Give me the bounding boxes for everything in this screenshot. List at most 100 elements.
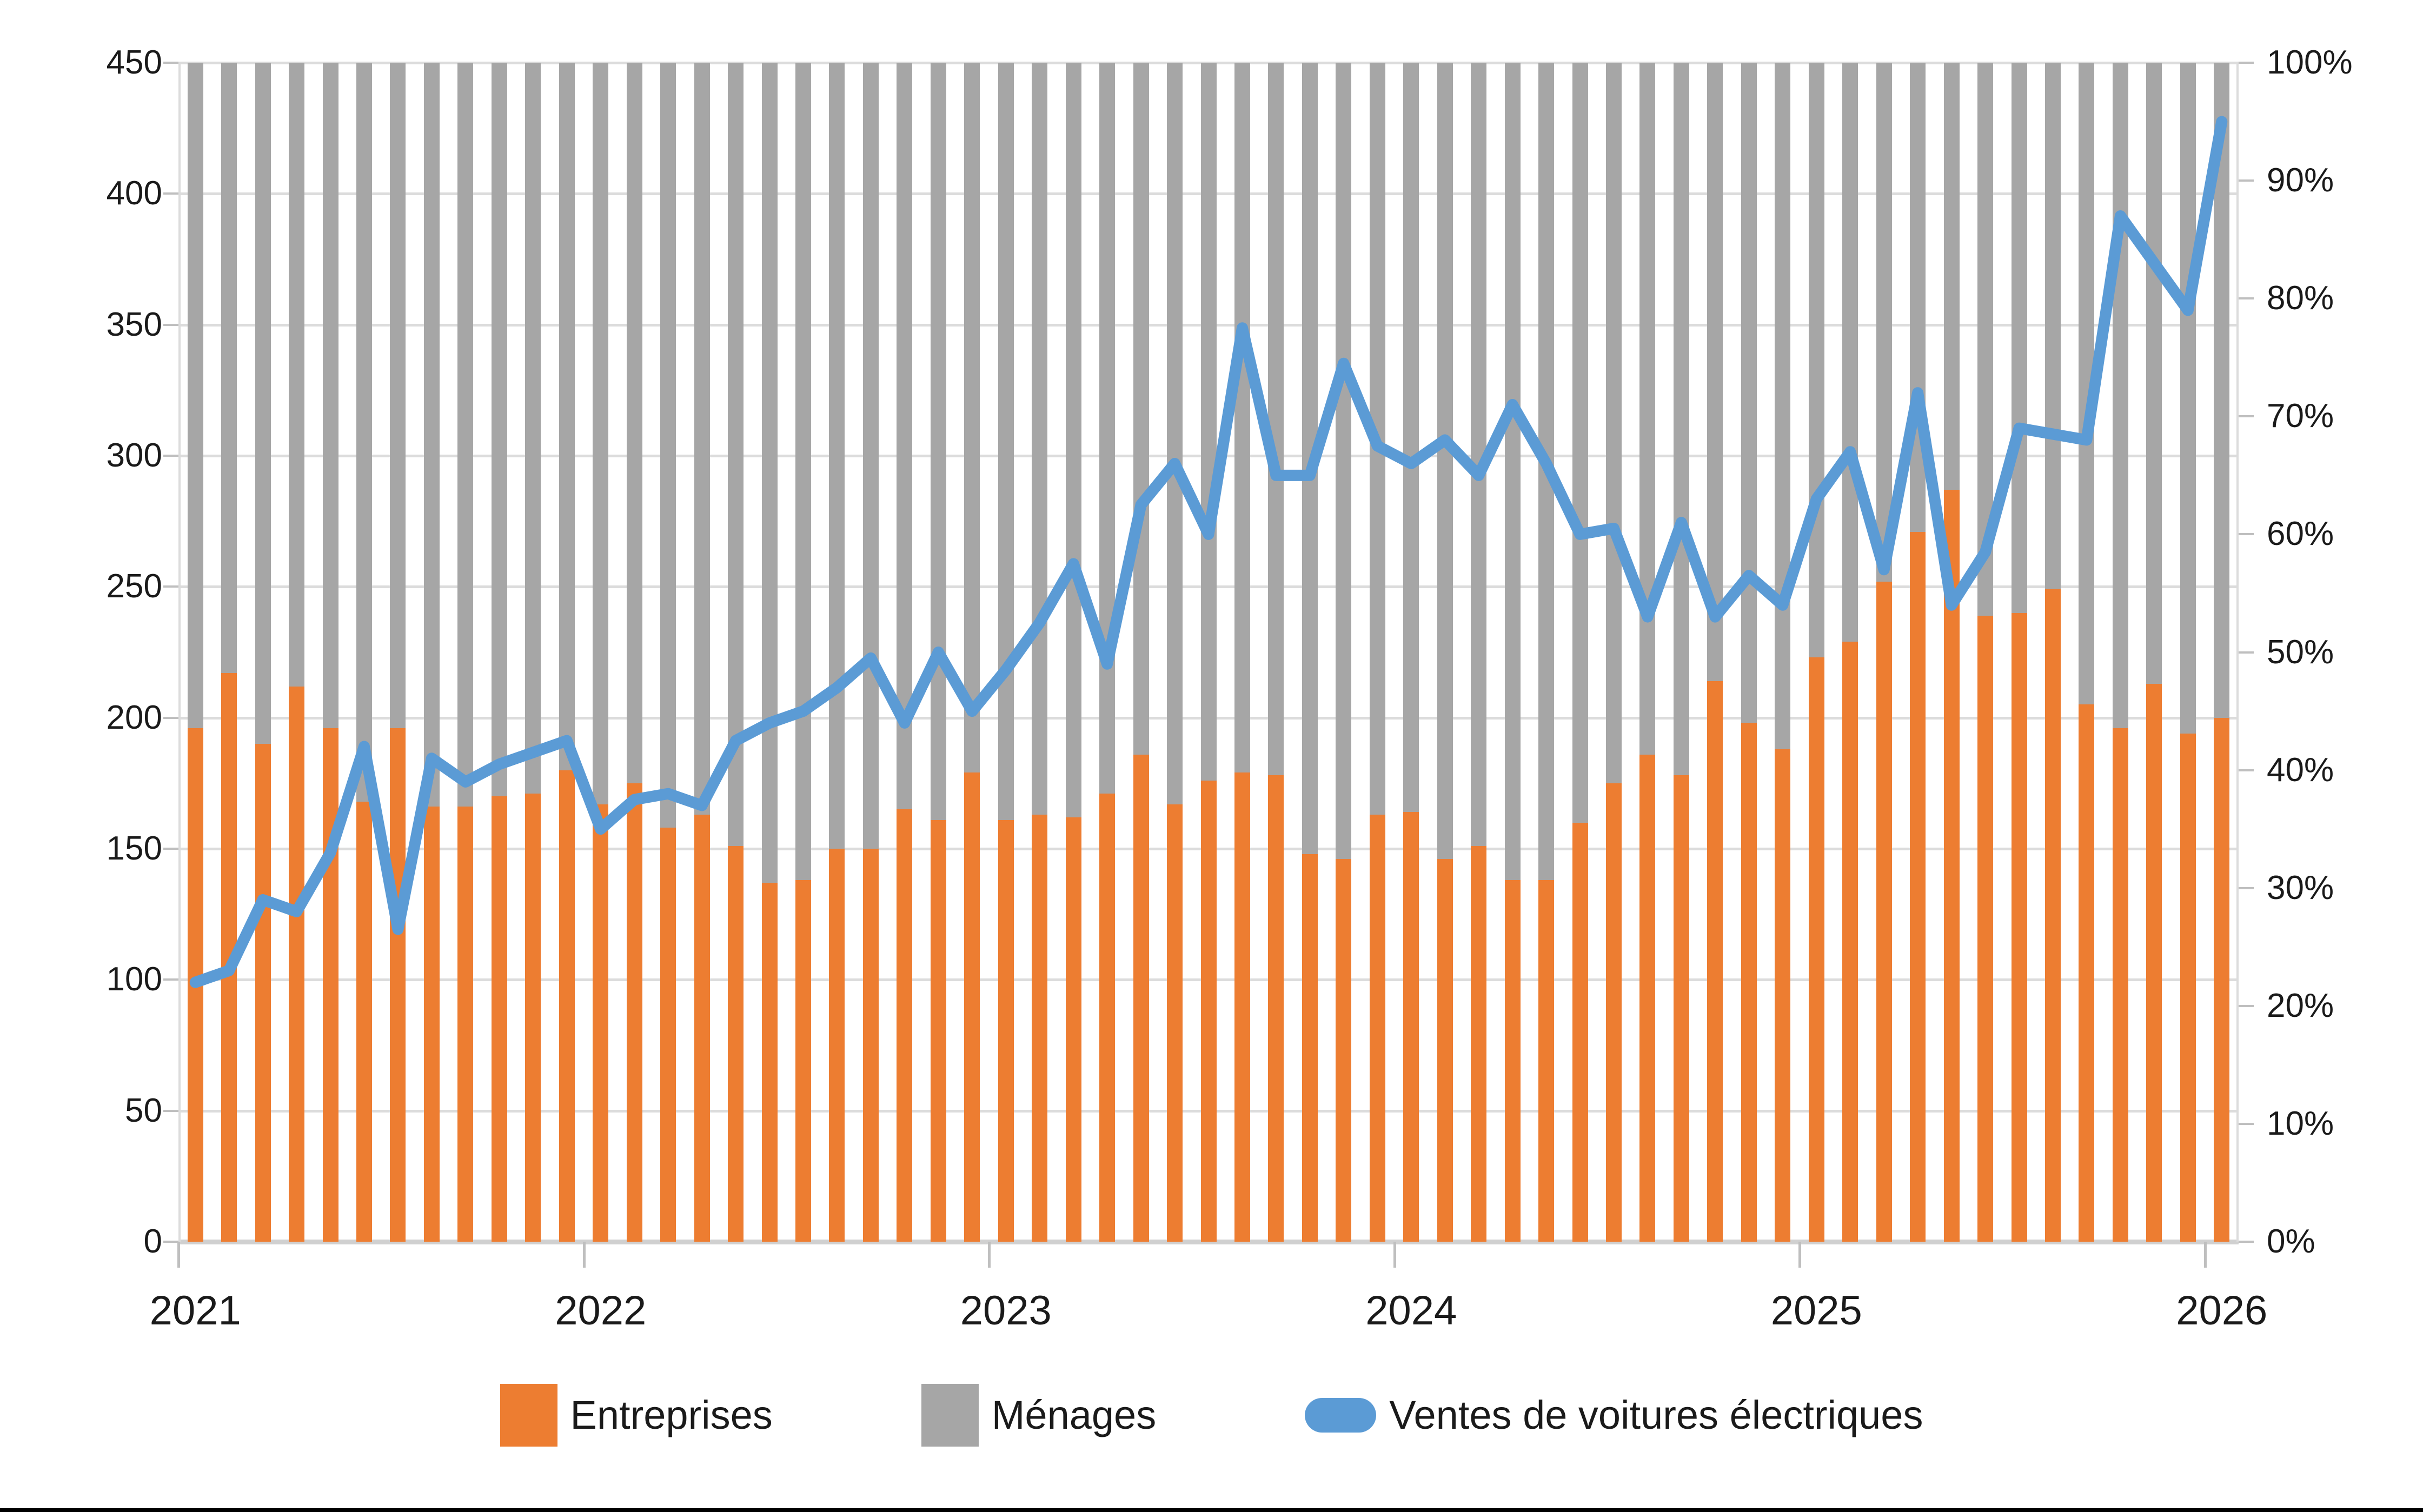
bar-menages-2022-06 bbox=[761, 63, 778, 883]
right-axis-tick bbox=[2239, 533, 2254, 536]
bar-menages-2023-06 bbox=[1167, 63, 1183, 804]
bar-entreprises-2021-11 bbox=[525, 794, 541, 1242]
bar-entreprises-2024-04 bbox=[1504, 880, 1521, 1242]
bar-entreprises-2022-02 bbox=[626, 783, 642, 1242]
bar-entreprises-2023-08 bbox=[1234, 772, 1250, 1242]
bar-entreprises-2024-09 bbox=[1673, 775, 1689, 1242]
bar-entreprises-2024-06 bbox=[1572, 822, 1588, 1242]
bar-menages-2021-01 bbox=[187, 63, 203, 729]
screenshot-bottom-border bbox=[0, 1508, 2423, 1512]
bar-menages-2022-08 bbox=[829, 63, 845, 849]
left-axis-label-0: 0 bbox=[143, 1223, 162, 1260]
bar-entreprises-2021-04 bbox=[289, 686, 305, 1242]
right-axis-label-10%: 10% bbox=[2267, 1104, 2334, 1142]
bar-entreprises-2024-10 bbox=[1707, 681, 1723, 1242]
bar-entreprises-2025-12 bbox=[2180, 733, 2196, 1242]
left-axis-label-350: 350 bbox=[106, 305, 162, 343]
left-axis-tick bbox=[163, 62, 178, 64]
right-axis-tick bbox=[2239, 297, 2254, 300]
bar-menages-2024-08 bbox=[1639, 63, 1656, 755]
bar-entreprises-2025-10 bbox=[2112, 728, 2128, 1242]
bar-entreprises-2026-01 bbox=[2214, 717, 2230, 1242]
bar-entreprises-2023-02 bbox=[1032, 815, 1048, 1242]
bar-menages-2025-10 bbox=[2112, 63, 2128, 729]
bar-entreprises-2024-02 bbox=[1437, 859, 1453, 1242]
bar-menages-2024-06 bbox=[1572, 63, 1588, 823]
left-axis-label-50: 50 bbox=[125, 1091, 162, 1129]
bar-menages-2024-04 bbox=[1504, 63, 1521, 881]
bar-entreprises-2021-03 bbox=[255, 744, 271, 1242]
bar-menages-2022-11 bbox=[930, 63, 946, 820]
bar-entreprises-2021-09 bbox=[457, 807, 474, 1242]
left-axis-label-450: 450 bbox=[106, 44, 162, 81]
year-tick bbox=[2203, 1242, 2207, 1268]
bar-menages-2023-12 bbox=[1369, 63, 1385, 815]
bar-menages-2025-08 bbox=[2044, 63, 2061, 590]
bar-entreprises-2025-09 bbox=[2079, 704, 2095, 1242]
bar-menages-2025-11 bbox=[2146, 63, 2162, 684]
plot-left-edge bbox=[178, 63, 181, 1242]
bar-entreprises-2022-05 bbox=[728, 846, 744, 1242]
bar-menages-2025-01 bbox=[1808, 63, 1824, 658]
year-tick bbox=[988, 1242, 991, 1268]
bar-entreprises-2021-12 bbox=[559, 770, 575, 1242]
year-label-2024: 2024 bbox=[1365, 1288, 1457, 1334]
left-axis-label-250: 250 bbox=[106, 568, 162, 605]
bar-menages-2025-12 bbox=[2180, 63, 2196, 734]
bar-menages-2022-07 bbox=[795, 63, 811, 881]
legend-item-Entreprises: Entreprises bbox=[500, 1384, 773, 1447]
bar-menages-2021-08 bbox=[423, 63, 440, 807]
year-label-2021: 2021 bbox=[149, 1288, 241, 1334]
bar-entreprises-2022-10 bbox=[897, 809, 913, 1242]
bar-menages-2021-09 bbox=[457, 63, 474, 807]
bar-menages-2022-01 bbox=[593, 63, 609, 804]
left-axis-tick bbox=[163, 585, 178, 588]
bar-menages-2021-06 bbox=[356, 63, 373, 802]
bar-entreprises-2023-07 bbox=[1200, 781, 1217, 1242]
bar-menages-2023-02 bbox=[1032, 63, 1048, 815]
legend-label: Ventes de voitures électriques bbox=[1389, 1393, 1923, 1437]
right-axis-tick bbox=[2239, 1004, 2254, 1007]
bar-menages-2021-04 bbox=[289, 63, 305, 687]
bar-entreprises-2023-11 bbox=[1336, 859, 1352, 1242]
bar-menages-2021-02 bbox=[221, 63, 237, 674]
legend-square-swatch bbox=[921, 1384, 979, 1447]
bar-menages-2022-12 bbox=[964, 63, 980, 773]
bar-menages-2024-02 bbox=[1437, 63, 1453, 860]
bar-menages-2021-12 bbox=[559, 63, 575, 770]
x-axis-line bbox=[178, 1240, 2239, 1244]
bar-menages-2025-03 bbox=[1876, 63, 1892, 582]
bar-entreprises-2022-01 bbox=[593, 804, 609, 1242]
bar-menages-2023-08 bbox=[1234, 63, 1250, 773]
bar-menages-2024-05 bbox=[1538, 63, 1555, 881]
right-axis-label-20%: 20% bbox=[2267, 987, 2334, 1024]
bar-entreprises-2023-01 bbox=[998, 820, 1014, 1242]
plot-right-edge bbox=[2236, 63, 2239, 1242]
plot-area bbox=[178, 62, 2239, 1244]
bar-menages-2026-01 bbox=[2214, 63, 2230, 718]
bar-menages-2024-09 bbox=[1673, 63, 1689, 776]
bar-menages-2025-02 bbox=[1842, 63, 1858, 642]
right-axis-label-0%: 0% bbox=[2267, 1223, 2315, 1260]
bar-entreprises-2025-05 bbox=[1943, 490, 1960, 1242]
bar-menages-2024-11 bbox=[1741, 63, 1757, 723]
bar-entreprises-2025-11 bbox=[2146, 683, 2162, 1242]
year-label-2025: 2025 bbox=[1770, 1288, 1862, 1334]
bar-menages-2024-01 bbox=[1403, 63, 1419, 812]
bar-entreprises-2023-10 bbox=[1302, 854, 1318, 1242]
right-axis-tick bbox=[2239, 1241, 2254, 1243]
left-axis-tick bbox=[163, 455, 178, 457]
left-axis-tick bbox=[163, 1109, 178, 1112]
bar-entreprises-2021-10 bbox=[491, 796, 507, 1242]
bar-menages-2024-10 bbox=[1707, 63, 1723, 681]
left-axis-label-400: 400 bbox=[106, 175, 162, 212]
bar-menages-2023-11 bbox=[1336, 63, 1352, 860]
bar-menages-2024-12 bbox=[1775, 63, 1791, 749]
right-axis-label-90%: 90% bbox=[2267, 162, 2334, 199]
bar-menages-2022-05 bbox=[728, 63, 744, 847]
bar-entreprises-2024-05 bbox=[1538, 880, 1555, 1242]
bar-entreprises-2021-01 bbox=[187, 728, 203, 1242]
right-axis-label-100%: 100% bbox=[2267, 44, 2353, 81]
legend: Entreprises Ménages Ventes de voitures éle… bbox=[0, 1384, 2423, 1447]
